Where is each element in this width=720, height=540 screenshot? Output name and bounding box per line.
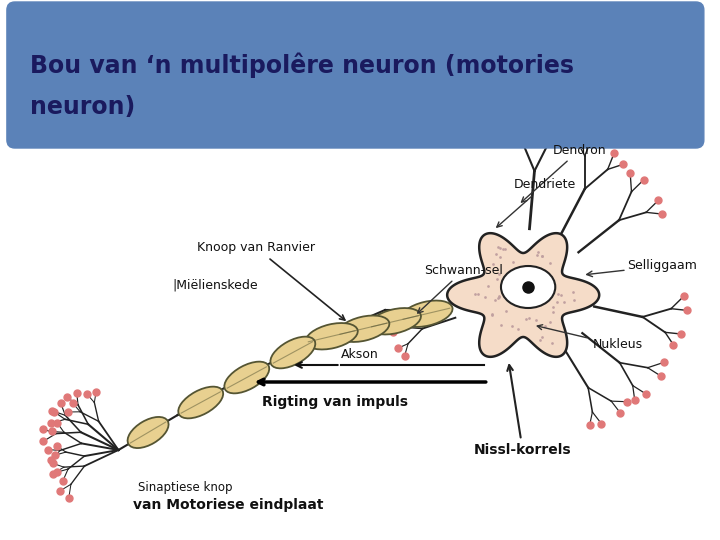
FancyBboxPatch shape <box>7 2 704 148</box>
Ellipse shape <box>305 323 358 349</box>
Ellipse shape <box>179 387 223 418</box>
Ellipse shape <box>400 301 453 327</box>
Text: van Motoriese eindplaat: van Motoriese eindplaat <box>133 498 324 512</box>
Text: Nukleus: Nukleus <box>537 325 642 352</box>
Ellipse shape <box>501 266 555 308</box>
Text: Schwann-sel: Schwann-sel <box>418 264 503 313</box>
Text: Dendron: Dendron <box>521 144 606 202</box>
Polygon shape <box>447 233 599 357</box>
Ellipse shape <box>271 336 315 368</box>
Text: Selliggaam: Selliggaam <box>627 259 697 272</box>
Text: Bou van ‘n multipolêre neuron (motories: Bou van ‘n multipolêre neuron (motories <box>30 52 574 78</box>
Text: Knoop van Ranvier: Knoop van Ranvier <box>197 241 345 320</box>
Text: Sinaptiese knop: Sinaptiese knop <box>138 482 233 495</box>
Text: Akson: Akson <box>341 348 378 361</box>
Text: |Miëlienskede: |Miëlienskede <box>173 279 258 292</box>
Text: Rigting van impuls: Rigting van impuls <box>261 395 408 409</box>
Ellipse shape <box>127 417 168 448</box>
Text: Dendriete: Dendriete <box>497 179 575 227</box>
Text: Nissl-korrels: Nissl-korrels <box>474 365 572 457</box>
Ellipse shape <box>337 315 390 342</box>
Ellipse shape <box>225 362 269 393</box>
Text: neuron): neuron) <box>30 95 135 119</box>
Ellipse shape <box>369 308 421 334</box>
